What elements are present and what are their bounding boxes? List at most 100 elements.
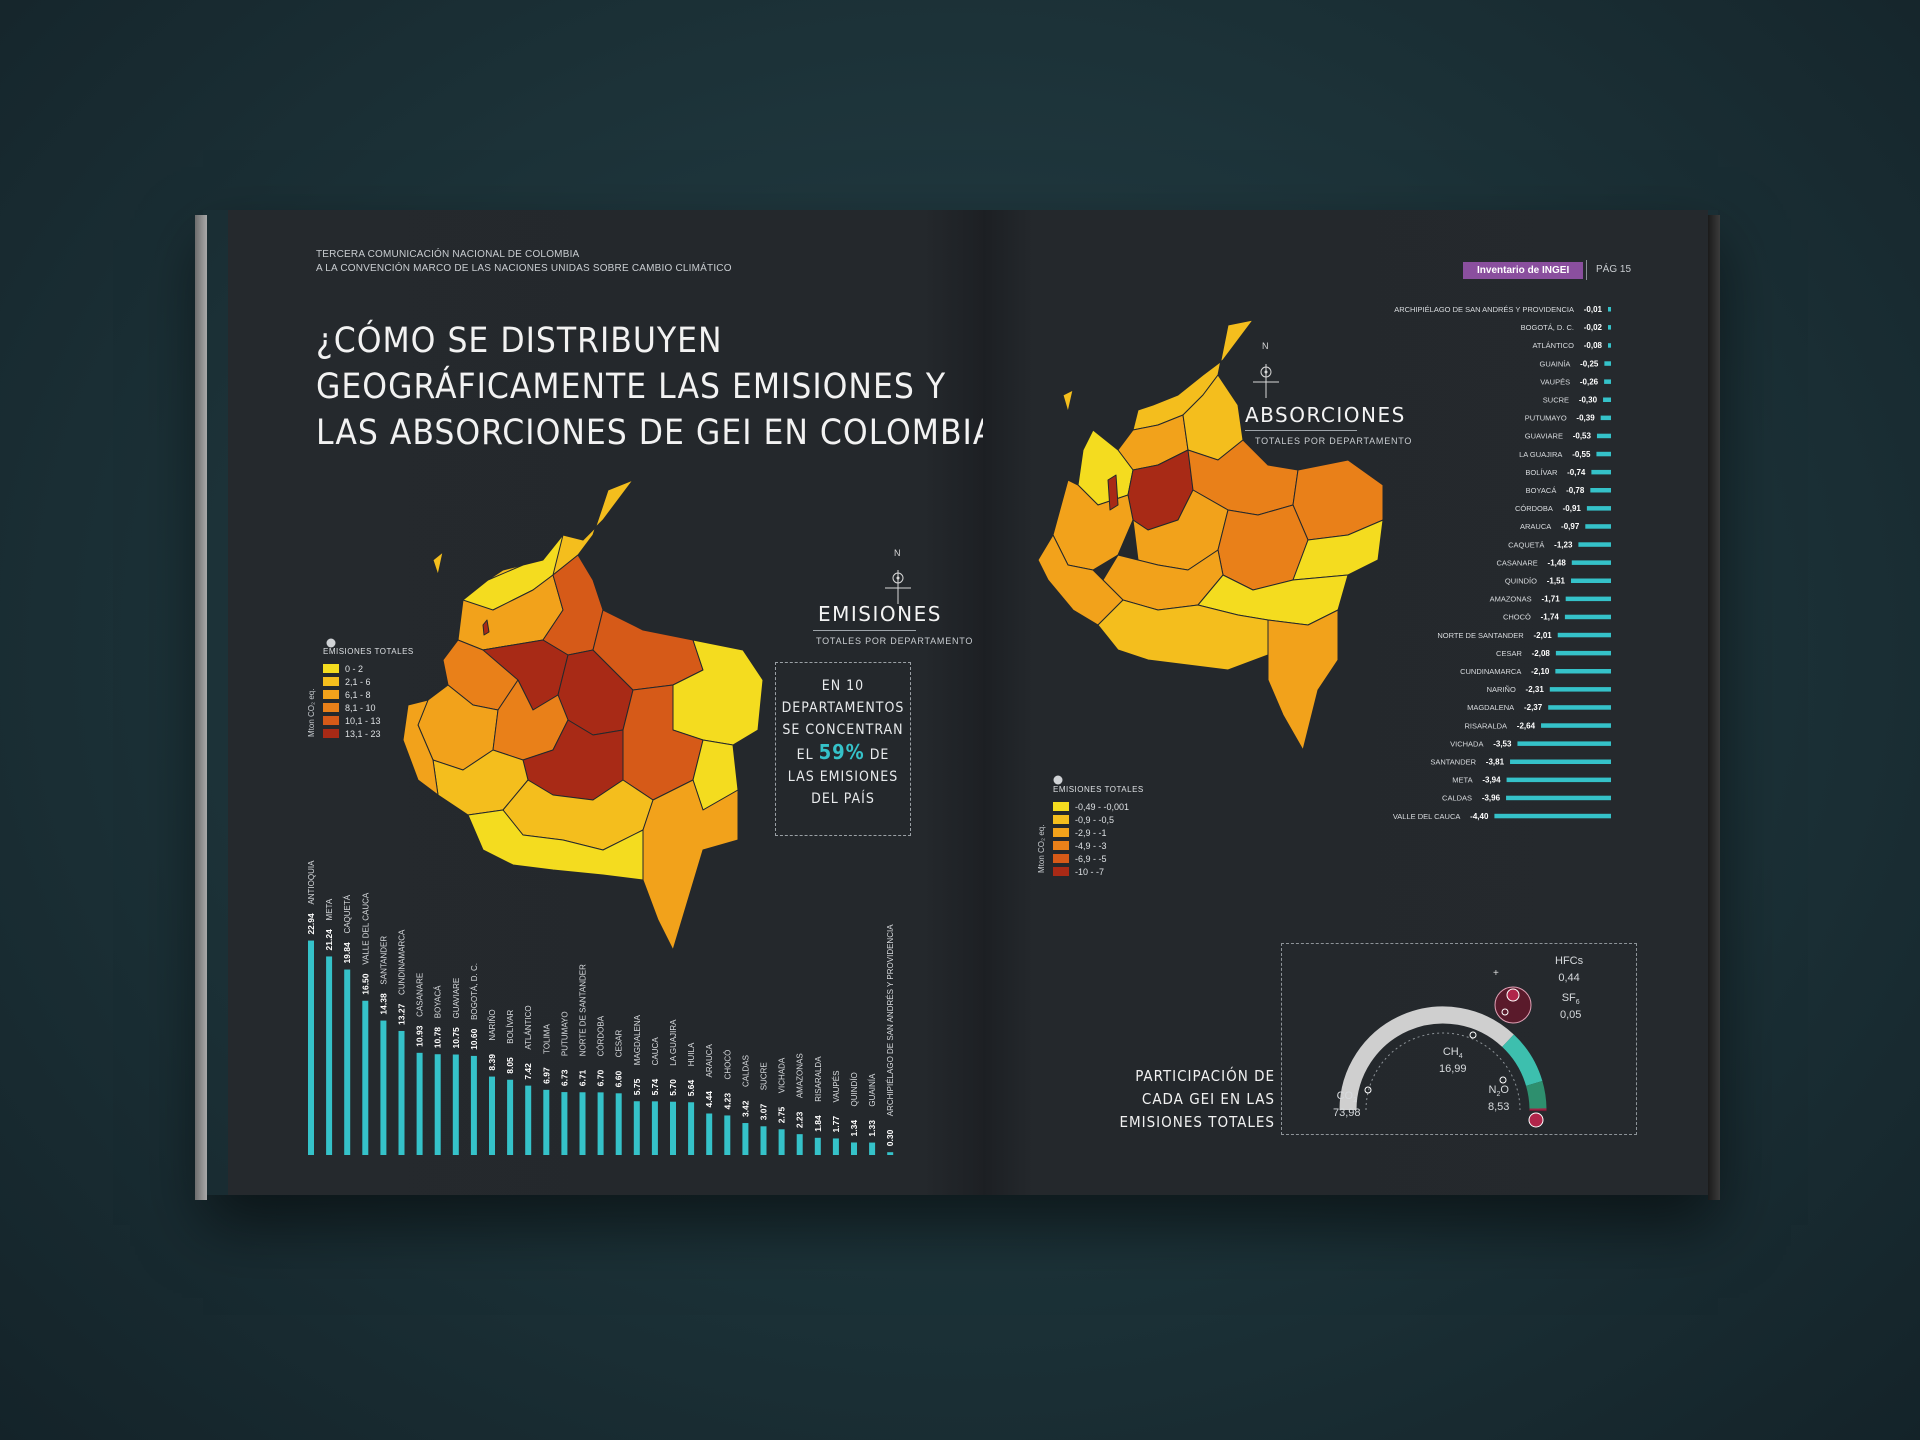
emisiones-title: EMISIONES xyxy=(818,602,942,626)
bar xyxy=(1555,650,1611,656)
bar-category-label: GUAINÍA xyxy=(868,1073,877,1107)
compass-icon xyxy=(885,570,911,604)
bar-category-label: BOGOTÁ, D. C. xyxy=(470,963,479,1020)
bar-value-label: -3,94 xyxy=(1482,776,1501,785)
bar-category-label: ARCHIPIÉLAGO DE SAN ANDRÉS Y PROVIDENCIA xyxy=(1394,305,1574,314)
bar-category-label: CUNDINAMARCA xyxy=(1460,667,1521,676)
magazine-spread: TERCERA COMUNICACIÓN NACIONAL DE COLOMBI… xyxy=(195,210,1720,1200)
bar-category-label: NARIÑO xyxy=(488,1009,497,1040)
bar-category-label: META xyxy=(325,898,334,920)
header-line-2: A LA CONVENCIÓN MARCO DE LAS NACIONES UN… xyxy=(316,263,732,274)
bar-category-label: CUNDINAMARCA xyxy=(398,929,407,995)
legend-swatch xyxy=(323,716,339,725)
legend-swatch xyxy=(1053,815,1069,824)
bar-value-label: 5.64 xyxy=(686,1079,696,1096)
bar-value-label: -0,53 xyxy=(1573,432,1592,441)
legend-swatch xyxy=(323,690,339,699)
bar-value-label: -4,40 xyxy=(1470,812,1489,821)
legend-swatch xyxy=(1053,802,1069,811)
bar-value-label: -0,30 xyxy=(1579,396,1598,405)
gas-label-hfcs: HFCs 0,44 xyxy=(1555,955,1583,984)
bar xyxy=(832,1138,839,1155)
bar-value-label: -2,64 xyxy=(1517,721,1536,730)
callout-line-5: LAS EMISIONES xyxy=(787,769,899,785)
bar xyxy=(1591,469,1611,475)
bar-value-label: 6.60 xyxy=(614,1070,624,1087)
bar-category-label: CAQUETÁ xyxy=(343,894,352,933)
bar-value-label: 21.24 xyxy=(324,929,334,951)
gas-value: 16,99 xyxy=(1439,1063,1467,1076)
bar-category-label: PUTUMAYO xyxy=(560,1011,569,1056)
legend-swatch xyxy=(323,729,339,738)
bar-category-label: GUAINÍA xyxy=(1540,359,1571,368)
bar-category-label: ARAUCA xyxy=(705,1043,714,1077)
absorciones-map xyxy=(1038,320,1384,751)
callout-line-1: EN 10 xyxy=(821,678,865,694)
bar xyxy=(1517,741,1611,746)
bar-value-label: -0,55 xyxy=(1572,450,1591,459)
callout-line-2: DEPARTAMENTOS xyxy=(781,700,905,716)
page-separator xyxy=(1586,260,1587,280)
legend-swatch xyxy=(323,677,339,686)
bar xyxy=(1600,415,1611,421)
bar xyxy=(579,1092,586,1155)
bar xyxy=(1608,343,1611,348)
gas-name: N xyxy=(1488,1084,1497,1096)
bar-value-label: -1,23 xyxy=(1554,540,1573,549)
hfc-marker xyxy=(1528,1112,1544,1128)
bar-value-label: 6.97 xyxy=(541,1067,551,1084)
info-icon xyxy=(326,638,336,648)
emisiones-bar-chart: 22.94 ANTIOQUIA 21.24 META 19.84 CAQUETÁ 16.50… xyxy=(306,860,895,1155)
legend-swatch xyxy=(323,664,339,673)
bar-value-label: 13.27 xyxy=(397,1003,407,1025)
gases-semi-donut xyxy=(1339,986,1547,1128)
bar-value-label: 2.75 xyxy=(777,1106,787,1123)
bar xyxy=(1590,488,1611,493)
map-region xyxy=(432,551,444,576)
bar xyxy=(597,1092,604,1155)
gases-title-line-1: PARTICIPACIÓN DE xyxy=(1135,1067,1275,1085)
bar-value-label: -0,01 xyxy=(1584,305,1603,314)
map-region xyxy=(1107,474,1119,511)
bar-category-label: PUTUMAYO xyxy=(1525,414,1567,423)
bar xyxy=(651,1101,658,1155)
bar-category-label: CHOCÓ xyxy=(1503,613,1531,622)
legend-label: 8,1 - 10 xyxy=(345,702,376,713)
bar xyxy=(326,956,333,1155)
emisiones-map xyxy=(403,480,763,951)
bar xyxy=(398,1030,405,1155)
legend-label: 6,1 - 8 xyxy=(345,689,371,700)
callout-post: DE xyxy=(869,747,890,763)
bar-value-label: 5.70 xyxy=(668,1079,678,1096)
bar-category-label: MAGDALENA xyxy=(1467,703,1514,712)
bar xyxy=(362,1000,369,1155)
bar-category-label: QUINDÍO xyxy=(1505,577,1537,586)
absorciones-bar-chart: -0,01 ARCHIPIÉLAGO DE SAN ANDRÉS Y PROVID… xyxy=(1393,305,1611,830)
gas-name: CH xyxy=(1442,1046,1459,1058)
gas-sub: 4 xyxy=(1458,1053,1463,1061)
bar xyxy=(670,1101,676,1155)
zoom-bubble xyxy=(1494,986,1532,1024)
map-region xyxy=(467,809,644,881)
bar-value-label: 4.44 xyxy=(704,1091,714,1108)
bar-category-label: BOLÍVAR xyxy=(506,1009,515,1043)
section-tag: Inventario de INGEI xyxy=(1463,262,1584,279)
bar-value-label: 19.84 xyxy=(342,942,352,964)
bar-value-label: 1.34 xyxy=(849,1120,859,1137)
gases-title-line-2: CADA GEI EN LAS xyxy=(1141,1090,1275,1108)
bar-category-label: BOYACÁ xyxy=(1526,486,1557,495)
bar xyxy=(1548,705,1611,710)
bar xyxy=(633,1101,640,1155)
bar-value-label: 10.93 xyxy=(415,1025,425,1047)
callout-line-3: SE CONCENTRAN xyxy=(782,722,904,738)
emisiones-subtitle: TOTALES POR DEPARTAMENTO xyxy=(816,636,974,646)
gas-label-sf6: SF6 0,05 xyxy=(1560,992,1581,1021)
title-rule xyxy=(1245,430,1357,431)
bar-category-label: CHOCÓ xyxy=(723,1050,732,1080)
bar-category-label: CÓRDOBA xyxy=(597,1015,606,1056)
gas-sub: 6 xyxy=(1575,999,1580,1007)
bar xyxy=(1604,379,1611,384)
info-icon xyxy=(1053,775,1063,785)
legend-label: -6,9 - -5 xyxy=(1075,853,1107,864)
bar-category-label: BOGOTÁ, D. C. xyxy=(1521,323,1574,332)
